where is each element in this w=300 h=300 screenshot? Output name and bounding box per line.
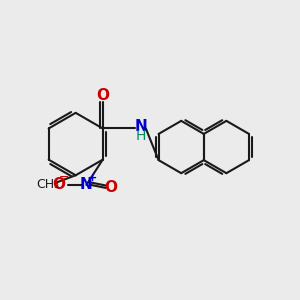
Text: CH₃: CH₃ — [36, 178, 59, 191]
Text: O: O — [96, 88, 109, 103]
Text: −: − — [58, 171, 69, 184]
Text: H: H — [136, 130, 146, 143]
Text: N: N — [80, 177, 93, 192]
Text: N: N — [134, 119, 147, 134]
Text: O: O — [52, 177, 65, 192]
Text: O: O — [104, 180, 118, 195]
Text: +: + — [88, 173, 97, 183]
